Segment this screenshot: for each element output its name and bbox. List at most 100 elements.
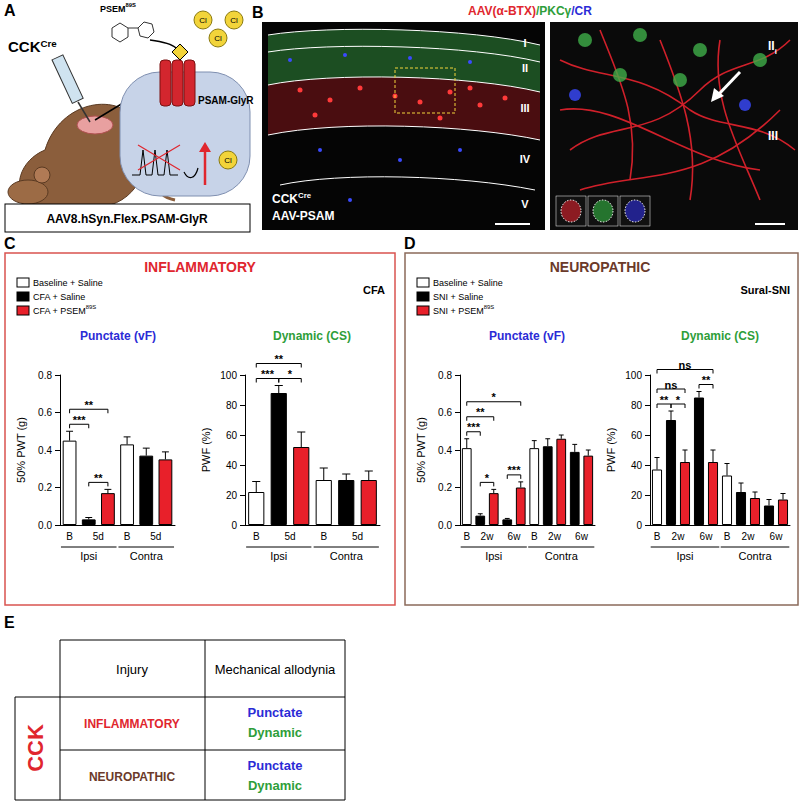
svg-text:Punctate (vF): Punctate (vF): [80, 329, 156, 343]
svg-text:PWF (%): PWF (%): [605, 428, 617, 473]
svg-text:NEUROPATHIC: NEUROPATHIC: [550, 259, 651, 275]
svg-text:II: II: [522, 62, 528, 74]
svg-text:Contra: Contra: [130, 550, 164, 562]
svg-text:Dynamic (CS): Dynamic (CS): [681, 329, 759, 343]
svg-text:Punctate: Punctate: [248, 705, 303, 720]
svg-text:B: B: [531, 531, 538, 542]
svg-text:E: E: [4, 614, 15, 631]
svg-text:Ipsi: Ipsi: [485, 550, 502, 562]
svg-text:Ipsi: Ipsi: [270, 550, 287, 562]
svg-text:III: III: [520, 102, 529, 114]
svg-text:0: 0: [636, 520, 642, 531]
svg-text:6w: 6w: [770, 531, 784, 542]
svg-text:5d: 5d: [93, 531, 104, 542]
svg-text:5d: 5d: [284, 531, 295, 542]
svg-text:B: B: [66, 531, 73, 542]
svg-text:CCK: CCK: [23, 724, 48, 772]
svg-text:100: 100: [625, 370, 642, 381]
svg-text:0.6: 0.6: [438, 407, 452, 418]
svg-text:Ipsi: Ipsi: [676, 550, 693, 562]
svg-text:ns: ns: [679, 359, 692, 371]
svg-text:6w: 6w: [575, 531, 589, 542]
svg-text:Dynamic: Dynamic: [248, 725, 302, 740]
svg-text:C: C: [4, 235, 16, 252]
svg-text:0: 0: [231, 520, 237, 531]
svg-text:SNI + Saline: SNI + Saline: [433, 292, 483, 302]
svg-text:0.0: 0.0: [438, 520, 452, 531]
svg-text:**: **: [94, 472, 103, 484]
svg-text:CFA: CFA: [363, 284, 385, 296]
svg-text:CCKCre: CCKCre: [272, 191, 312, 206]
svg-text:IIi: IIi: [768, 39, 777, 56]
svg-text:B: B: [124, 531, 131, 542]
svg-text:PWF (%): PWF (%): [200, 428, 212, 473]
svg-text:20: 20: [226, 490, 238, 501]
svg-text:***: ***: [467, 421, 481, 433]
svg-text:B: B: [320, 531, 327, 542]
svg-text:***: ***: [73, 414, 87, 426]
svg-text:Punctate: Punctate: [248, 758, 303, 773]
svg-text:0.4: 0.4: [38, 445, 52, 456]
svg-text:***: ***: [261, 368, 275, 380]
svg-text:*: *: [492, 391, 497, 403]
svg-text:0.2: 0.2: [38, 482, 52, 493]
svg-text:6w: 6w: [700, 531, 714, 542]
svg-text:III: III: [768, 129, 778, 143]
svg-text:**: **: [274, 353, 283, 365]
svg-text:Contra: Contra: [545, 550, 579, 562]
svg-text:CFA + PSEM89S: CFA + PSEM89S: [33, 304, 96, 316]
svg-text:Cl: Cl: [214, 34, 222, 43]
svg-text:0.6: 0.6: [38, 407, 52, 418]
svg-text:Punctate (vF): Punctate (vF): [489, 329, 565, 343]
svg-text:40: 40: [631, 460, 643, 471]
svg-text:80: 80: [226, 400, 238, 411]
svg-text:*: *: [676, 394, 681, 406]
svg-text:6w: 6w: [508, 531, 522, 542]
svg-text:SNI + PSEM89S: SNI + PSEM89S: [433, 304, 494, 316]
svg-text:D: D: [404, 235, 416, 252]
svg-text:**: **: [476, 406, 485, 418]
svg-text:B: B: [253, 531, 260, 542]
svg-text:Injury: Injury: [116, 662, 148, 677]
svg-text:Sural-SNI: Sural-SNI: [740, 284, 790, 296]
svg-text:5d: 5d: [352, 531, 363, 542]
svg-text:Cl: Cl: [199, 16, 207, 25]
svg-text:Cl: Cl: [230, 16, 238, 25]
svg-text:CFA + Saline: CFA + Saline: [33, 292, 85, 302]
svg-text:B: B: [724, 531, 731, 542]
svg-text:B: B: [252, 4, 264, 21]
svg-text:2w: 2w: [548, 531, 562, 542]
svg-text:AAV8.hSyn.Flex.PSAM-GlyR: AAV8.hSyn.Flex.PSAM-GlyR: [46, 212, 207, 226]
svg-text:Contra: Contra: [330, 550, 364, 562]
svg-text:60: 60: [631, 430, 643, 441]
svg-text:INFLAMMATORY: INFLAMMATORY: [84, 717, 180, 731]
svg-text:Mechanical allodynia: Mechanical allodynia: [215, 662, 336, 677]
svg-text:**: **: [702, 374, 711, 386]
svg-text:40: 40: [226, 460, 238, 471]
svg-text:B: B: [654, 531, 661, 542]
svg-text:IV: IV: [520, 153, 531, 165]
svg-text:ns: ns: [665, 379, 678, 391]
svg-text:AAV(α-BTX)/PKCγ/CR: AAV(α-BTX)/PKCγ/CR: [468, 4, 592, 18]
svg-text:PSEM89S: PSEM89S: [100, 2, 136, 14]
svg-text:CCKCre: CCKCre: [8, 38, 57, 55]
svg-text:20: 20: [631, 490, 643, 501]
svg-text:0.4: 0.4: [438, 445, 452, 456]
svg-text:2w: 2w: [481, 531, 495, 542]
svg-text:Ipsi: Ipsi: [80, 550, 97, 562]
svg-text:**: **: [660, 394, 669, 406]
svg-text:NEUROPATHIC: NEUROPATHIC: [89, 770, 176, 784]
svg-text:60: 60: [226, 430, 238, 441]
svg-text:Dynamic: Dynamic: [248, 778, 302, 793]
svg-text:Contra: Contra: [738, 550, 772, 562]
svg-text:INFLAMMATORY: INFLAMMATORY: [144, 259, 256, 275]
svg-text:B: B: [463, 531, 470, 542]
svg-text:50% PWT (g): 50% PWT (g): [415, 417, 427, 483]
svg-text:0.8: 0.8: [38, 370, 52, 381]
svg-text:V: V: [521, 198, 529, 210]
svg-text:0.8: 0.8: [438, 370, 452, 381]
svg-text:*: *: [288, 368, 293, 380]
svg-text:Baseline + Saline: Baseline + Saline: [433, 278, 503, 288]
svg-text:100: 100: [220, 370, 237, 381]
svg-text:**: **: [84, 399, 93, 411]
